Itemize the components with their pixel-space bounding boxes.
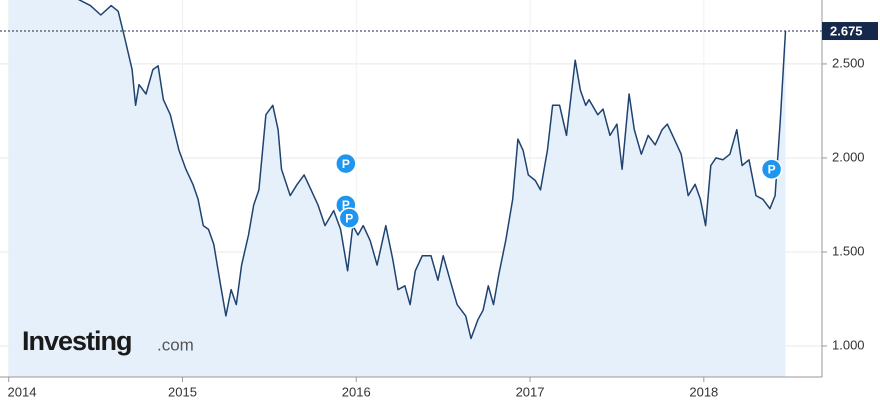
event-label: P xyxy=(345,211,353,225)
event-label: P xyxy=(342,157,350,171)
current-box xyxy=(822,22,878,41)
y-tick-label: 2.000 xyxy=(832,149,865,164)
event-label: P xyxy=(342,198,350,212)
line xyxy=(77,0,787,340)
y-tick-label: 2.500 xyxy=(832,55,865,70)
event-label: P xyxy=(768,162,776,176)
watermark-suffix: .com xyxy=(157,335,194,354)
x-tick-label: 2015 xyxy=(168,384,197,399)
x-tick-label: 2017 xyxy=(516,384,545,399)
y-tick-label: 1.500 xyxy=(832,243,865,258)
watermark: Investing xyxy=(22,326,132,356)
y-tick-label: 1.000 xyxy=(832,337,865,352)
event-marker xyxy=(338,207,361,229)
x-tick-label: 2016 xyxy=(342,384,371,399)
event-marker xyxy=(335,152,357,175)
area xyxy=(8,0,786,377)
x-tick-label: 2014 xyxy=(8,384,37,399)
event-marker xyxy=(760,158,783,180)
x-tick-label: 2018 xyxy=(689,384,718,399)
current-label: 2.675 xyxy=(830,23,863,38)
